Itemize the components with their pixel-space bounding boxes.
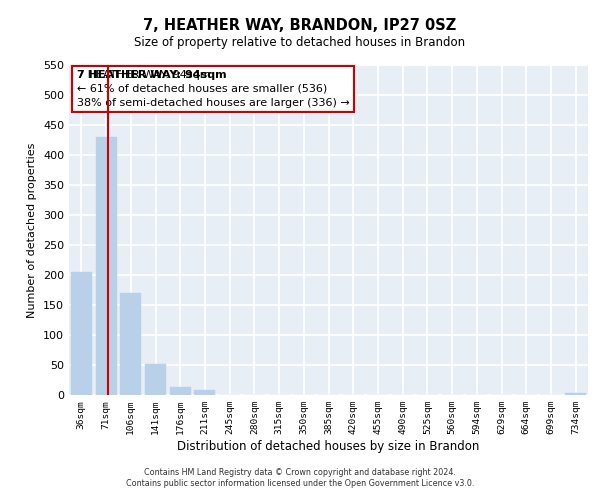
Bar: [71, 272, 92, 395]
Bar: [565, 393, 586, 395]
Y-axis label: Number of detached properties: Number of detached properties: [28, 142, 37, 318]
Bar: [95, 137, 116, 395]
X-axis label: Distribution of detached houses by size in Brandon: Distribution of detached houses by size …: [178, 440, 479, 453]
Bar: [170, 387, 191, 395]
Text: Contains HM Land Registry data © Crown copyright and database right 2024.
Contai: Contains HM Land Registry data © Crown c…: [126, 468, 474, 487]
Text: 7 HEATHER WAY: 94sqm
← 61% of detached houses are smaller (536)
38% of semi-deta: 7 HEATHER WAY: 94sqm ← 61% of detached h…: [77, 70, 350, 108]
Bar: [194, 390, 215, 395]
Text: Size of property relative to detached houses in Brandon: Size of property relative to detached ho…: [134, 36, 466, 49]
Bar: [120, 293, 141, 395]
Text: 7 HEATHER WAY: 94sqm: 7 HEATHER WAY: 94sqm: [77, 70, 226, 80]
Bar: [145, 364, 166, 395]
Text: 7, HEATHER WAY, BRANDON, IP27 0SZ: 7, HEATHER WAY, BRANDON, IP27 0SZ: [143, 18, 457, 32]
